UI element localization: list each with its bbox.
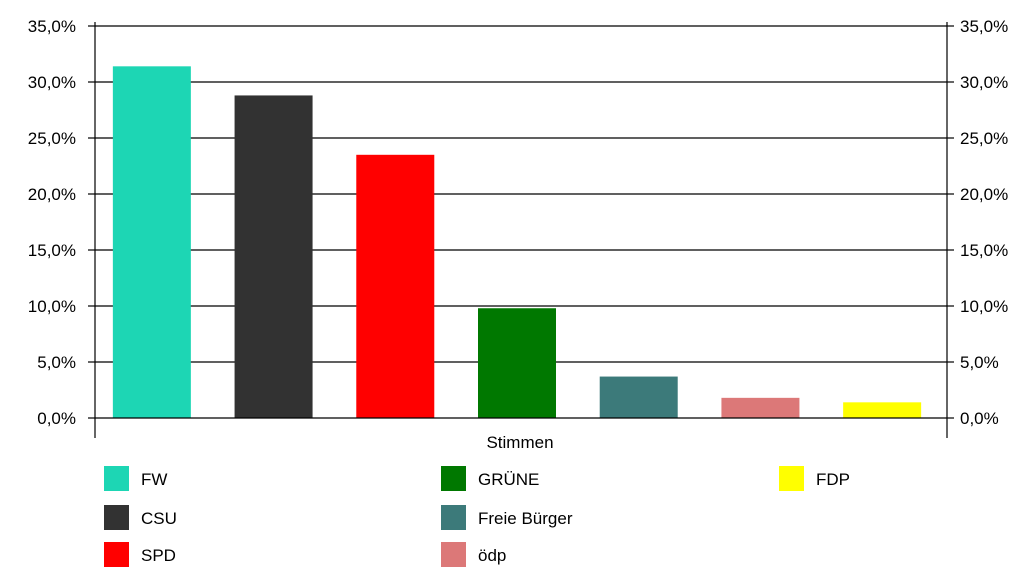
- y-tick-label-left: 5,0%: [37, 353, 76, 372]
- y-tick-label-right: 20,0%: [960, 185, 1008, 204]
- legend-label: SPD: [141, 546, 176, 565]
- y-tick-label-left: 30,0%: [28, 73, 76, 92]
- legend-swatch: [779, 466, 804, 491]
- y-tick-label-right: 15,0%: [960, 241, 1008, 260]
- bar-spd: [356, 154, 435, 419]
- bar-freie-bürger: [599, 376, 678, 418]
- left-axis-tick-labels: 0,0% 5,0% 10,0% 15,0% 20,0% 25,0% 30,0% 35,0%: [28, 17, 76, 428]
- y-tick-label-right: 0,0%: [960, 409, 999, 428]
- legend: FW CSU SPD GRÜNE Freie Bürger ödp FDP: [104, 466, 850, 567]
- y-tick-label-left: 15,0%: [28, 241, 76, 260]
- y-tick-label-left: 35,0%: [28, 17, 76, 36]
- y-tick-label-right: 10,0%: [960, 297, 1008, 316]
- y-tick-label-left: 0,0%: [37, 409, 76, 428]
- legend-item: SPD: [104, 542, 176, 567]
- legend-item: FDP: [779, 466, 850, 491]
- y-tick-label-right: 35,0%: [960, 17, 1008, 36]
- legend-label: GRÜNE: [478, 470, 539, 489]
- y-tick-label-left: 25,0%: [28, 129, 76, 148]
- bar-grüne: [478, 308, 556, 418]
- legend-label: CSU: [141, 509, 177, 528]
- x-category-label: Stimmen: [486, 433, 553, 452]
- y-tick-label-right: 5,0%: [960, 353, 999, 372]
- bar-fdp: [843, 402, 922, 418]
- bar-ödp: [721, 397, 800, 418]
- legend-swatch: [104, 466, 129, 491]
- bar-csu: [234, 95, 313, 418]
- legend-label: FDP: [816, 470, 850, 489]
- y-tick-label-right: 30,0%: [960, 73, 1008, 92]
- legend-item: FW: [104, 466, 167, 491]
- legend-label: ödp: [478, 546, 506, 565]
- legend-label: Freie Bürger: [478, 509, 573, 528]
- legend-label: FW: [141, 470, 167, 489]
- bars: [112, 66, 922, 419]
- bar-fw: [112, 66, 191, 418]
- legend-swatch: [104, 505, 129, 530]
- legend-swatch: [104, 542, 129, 567]
- y-tick-label-left: 10,0%: [28, 297, 76, 316]
- y-tick-label-left: 20,0%: [28, 185, 76, 204]
- axes: [88, 22, 954, 438]
- y-tick-label-right: 25,0%: [960, 129, 1008, 148]
- right-axis-tick-labels: 0,0% 5,0% 10,0% 15,0% 20,0% 25,0% 30,0% 35,0%: [960, 17, 1008, 428]
- legend-item: ödp: [441, 542, 506, 567]
- legend-swatch: [441, 466, 466, 491]
- legend-item: GRÜNE: [441, 466, 539, 491]
- legend-item: Freie Bürger: [441, 505, 573, 530]
- legend-swatch: [441, 542, 466, 567]
- legend-swatch: [441, 505, 466, 530]
- legend-item: CSU: [104, 505, 177, 530]
